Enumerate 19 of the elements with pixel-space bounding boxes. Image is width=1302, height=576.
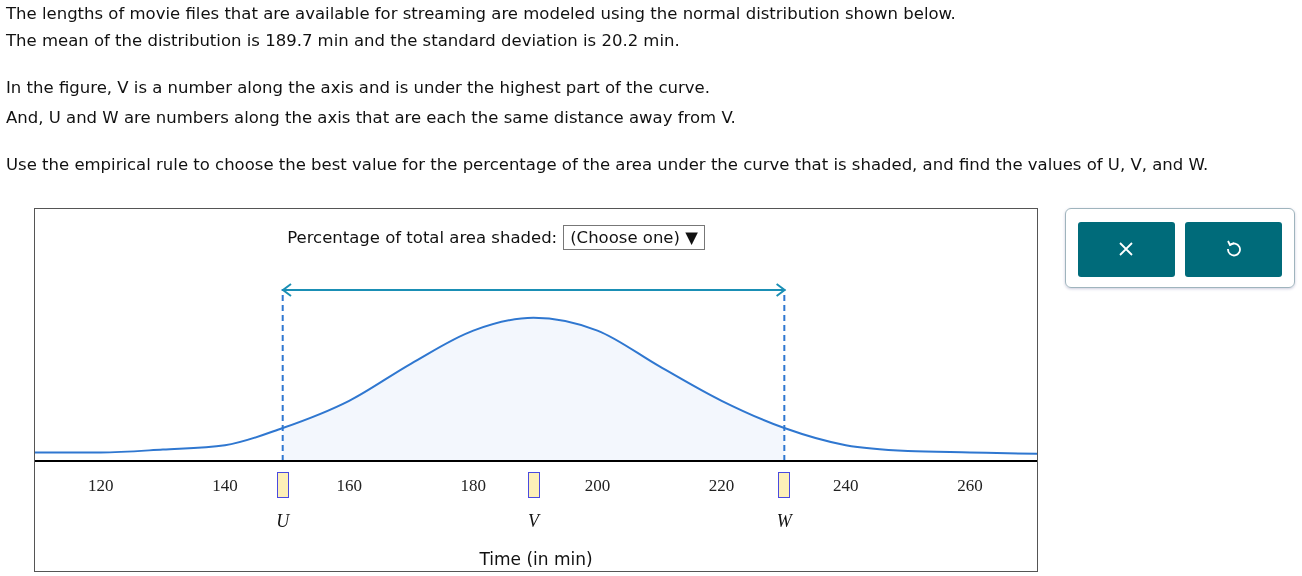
text: U — [275, 511, 291, 532]
text: And, U and W are numbers along the axis that are each the same distance away from V. — [6, 108, 736, 127]
x-tick-label: 120 — [88, 476, 114, 495]
x-tick-label: 140 — [212, 476, 238, 495]
x-tick-label: 220 — [708, 476, 735, 495]
text: Use the empirical rule to choose the best value for the percentage of the area under the curve that is shaded, and find the values of U, V, and W. — [6, 155, 1209, 174]
text: In the figure, V is a number along the axis and is under the highest part of the curve. — [6, 78, 710, 97]
x-axis-title: Time (in min) — [478, 549, 593, 569]
chart-subtitle: The mean of the distribution is 189.7 min and the standard deviation is 20.2 min. — [6, 31, 680, 50]
x-tick-label: 160 — [336, 476, 362, 495]
x-tick-label: 260 — [957, 476, 983, 495]
text: W — [775, 511, 794, 532]
x-tick-label: 180 — [460, 476, 487, 495]
text: (Choose one) ▼ — [563, 225, 705, 250]
x-tick-label: 200 — [584, 476, 611, 495]
x-tick-label: 240 — [833, 476, 859, 495]
text: Percentage of total area shaded: — [287, 228, 558, 247]
text: V — [527, 511, 542, 532]
chart-title: The lengths of movie files that are available for streaming are modeled using the normal distribution shown below. — [6, 4, 956, 23]
